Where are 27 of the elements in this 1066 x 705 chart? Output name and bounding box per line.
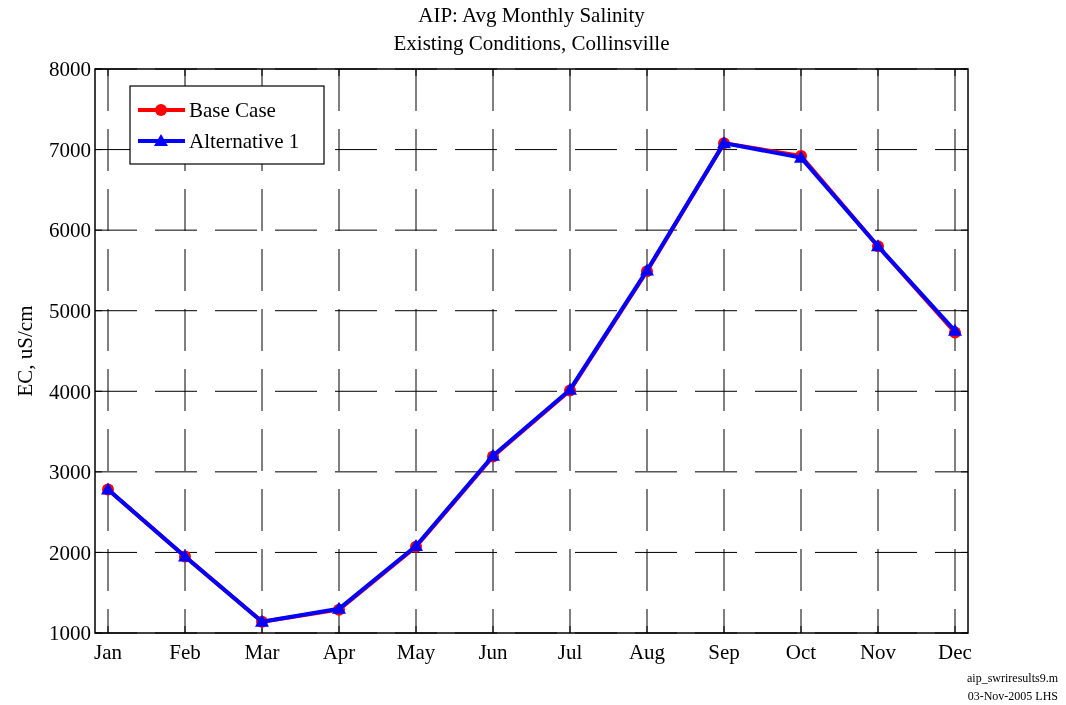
x-tick-label: Apr xyxy=(322,640,356,664)
y-axis-title: EC, uS/cm xyxy=(13,305,37,397)
x-tick-label: Nov xyxy=(859,640,897,664)
x-tick-label: Dec xyxy=(938,640,972,664)
text: aip_swriresults9.m xyxy=(967,671,1059,685)
x-tick-label: Aug xyxy=(628,640,666,664)
y-tick-label: 6000 xyxy=(49,218,91,243)
legend-label: Base Case xyxy=(189,98,276,123)
text: 03-Nov-2005 LHS xyxy=(967,689,1058,703)
y-tick-label: 4000 xyxy=(49,379,91,404)
x-tick-label: Feb xyxy=(169,640,201,664)
y-tick-label: 8000 xyxy=(49,57,91,82)
x-tick-label: Sep xyxy=(708,640,740,664)
x-tick-label: Jan xyxy=(94,640,123,664)
chart-title: AIP: Avg Monthly Salinity xyxy=(418,3,646,27)
y-tick-label: 3000 xyxy=(49,460,91,485)
y-tick-label: 1000 xyxy=(49,621,91,646)
x-tick-label: Mar xyxy=(244,640,280,664)
x-tick-label: Oct xyxy=(785,640,817,664)
legend-label: Alternative 1 xyxy=(189,129,300,154)
y-tick-label: 7000 xyxy=(49,137,91,162)
y-tick-label: 5000 xyxy=(49,299,91,324)
x-tick-label: May xyxy=(396,640,436,664)
y-tick-label: 2000 xyxy=(49,540,91,565)
chart-subtitle: Existing Conditions, Collinsville xyxy=(393,31,670,55)
x-tick-label: Jun xyxy=(478,640,509,664)
x-tick-label: Jul xyxy=(557,640,583,664)
